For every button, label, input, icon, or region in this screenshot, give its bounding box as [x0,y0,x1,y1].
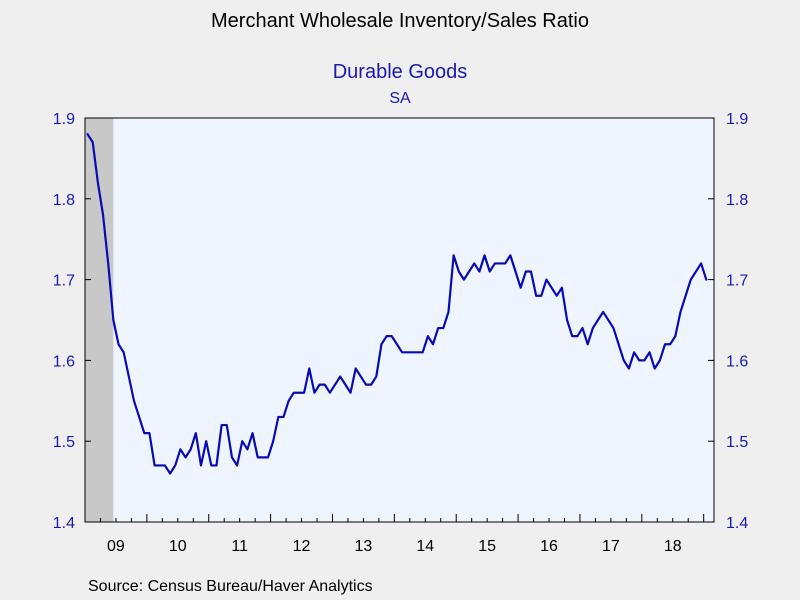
recession-band [85,118,114,522]
x-tick-label: 12 [293,538,311,555]
plot-area [85,118,714,522]
y-tick-label-left: 1.7 [53,273,75,290]
y-tick-label-left: 1.9 [53,111,75,128]
x-tick-label: 17 [602,538,620,555]
y-tick-label-right: 1.7 [726,273,748,290]
chart-subtitle: Durable Goods [332,61,468,83]
x-tick-label: 18 [664,538,682,555]
y-tick-label-right: 1.6 [726,353,748,370]
y-tick-label-right: 1.9 [726,111,748,128]
y-tick-label-left: 1.5 [53,434,75,451]
x-tick-label: 11 [231,538,248,555]
x-tick-label: 16 [540,538,558,555]
x-tick-label: 15 [478,538,496,555]
y-tick-label-left: 1.6 [53,353,75,370]
chart-title: Merchant Wholesale Inventory/Sales Ratio [211,10,589,32]
y-tick-label-right: 1.4 [726,515,748,532]
x-tick-label: 10 [169,538,187,555]
y-tick-label-left: 1.4 [53,515,75,532]
y-tick-label-left: 1.8 [53,192,75,209]
x-tick-label: 09 [107,538,125,555]
chart-subtitle-adjustment: SA [389,90,411,107]
series-line [86,133,708,475]
x-tick-label: 13 [355,538,373,555]
x-tick-label: 14 [416,538,434,555]
source-note: Source: Census Bureau/Haver Analytics [88,578,373,595]
plot-frame [84,117,715,523]
y-tick-label-right: 1.5 [726,434,748,451]
y-tick-label-right: 1.8 [726,192,748,209]
